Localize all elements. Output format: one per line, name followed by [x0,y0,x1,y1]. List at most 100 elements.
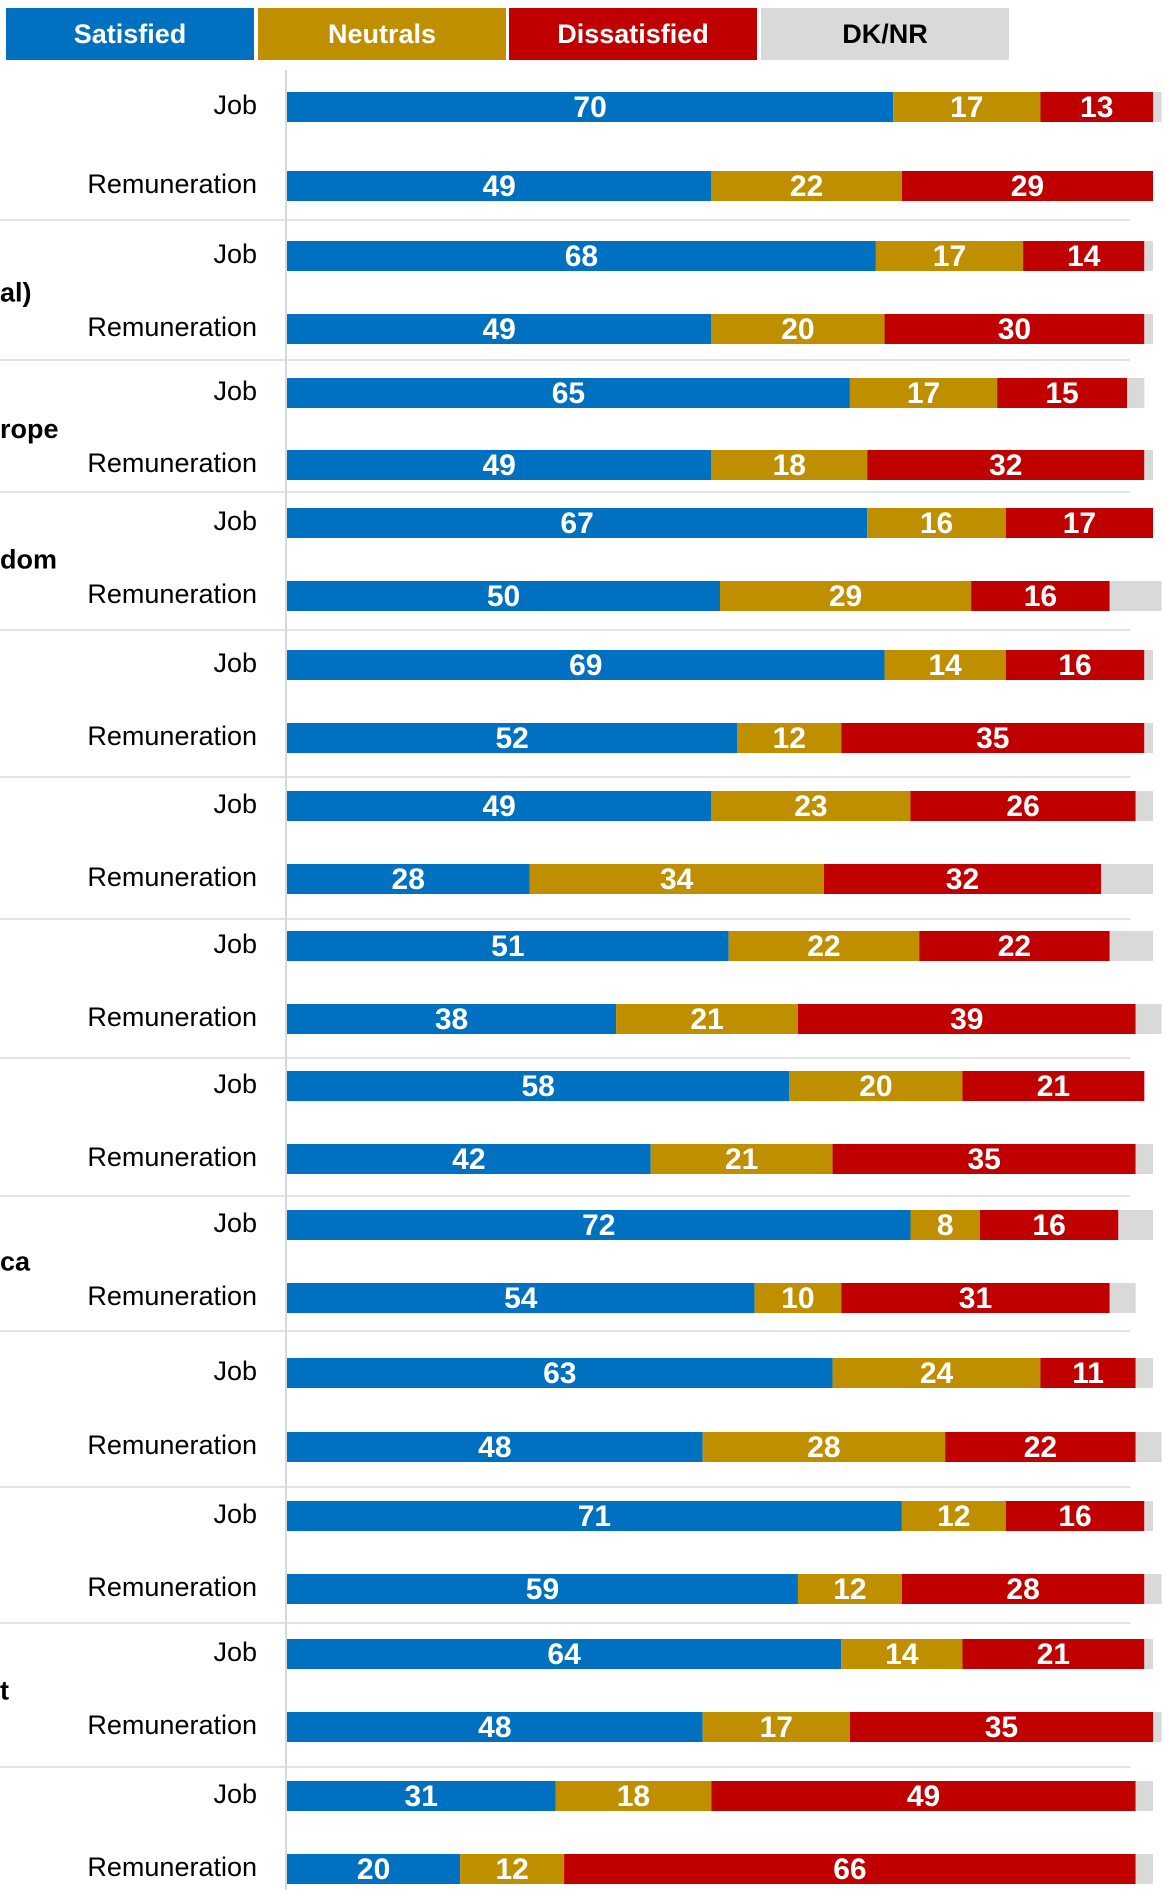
bar-value-label: 49 [482,170,515,203]
bar-segment-satisfied [287,581,720,611]
bar-segment-dissatisfied [962,1071,1145,1101]
bar-value-label: 59 [526,1573,559,1606]
bar-value-label: 31 [959,1282,992,1315]
bar-segment-dissatisfied [832,1144,1136,1174]
bar-segment-satisfied [287,1071,790,1101]
bar-segment-dissatisfied [1040,92,1153,122]
bar-segment-neutrals [529,864,824,894]
bar-value-label: 32 [946,863,979,896]
legend-item-dissatisfied: Dissatisfied [509,8,757,60]
bar-value-label: 49 [482,449,515,482]
bar-segment-satisfied [287,1283,755,1313]
row-label: Remuneration [87,721,257,751]
bar-value-label: 22 [1024,1431,1057,1464]
bar-value-label: 39 [950,1003,983,1036]
bar-segment-dissatisfied [564,1854,1136,1884]
bar-value-label: 49 [482,790,515,823]
bar-segment-neutrals [711,171,902,201]
bar-segment-neutrals [884,650,1006,680]
bar-segment-satisfied [287,1432,703,1462]
bar-value-label: 54 [504,1282,538,1315]
group-label: rope [0,414,59,444]
bar-segment-neutrals [875,241,1024,271]
bar-value-label: 70 [573,91,606,124]
bar-value-label: 69 [569,649,602,682]
group-label: t [0,1676,9,1706]
row-label: Remuneration [87,312,257,342]
bar-value-label: 65 [552,377,585,410]
bar-value-label: 63 [543,1357,576,1390]
row-label: Remuneration [87,1142,257,1172]
bar-segment-dissatisfied [1023,241,1145,271]
bar-value-label: 16 [1032,1209,1065,1242]
bar-segment-dissatisfied [884,314,1145,344]
bar-value-label: 16 [1058,1500,1091,1533]
bar-value-label: 35 [985,1711,1018,1744]
bar-segment-dk-nr [1144,450,1153,480]
bar-value-label: 12 [833,1573,866,1606]
bar-value-label: 26 [1006,790,1039,823]
bar-segment-neutrals [650,1144,833,1174]
bar-segment-satisfied [287,378,850,408]
bar-segment-dk-nr [1135,1432,1162,1462]
bar-segment-satisfied [287,931,729,961]
bar-segment-neutrals [728,931,920,961]
bar-segment-satisfied [287,650,885,680]
bar-value-label: 28 [807,1431,840,1464]
bar-segment-dissatisfied [1005,650,1145,680]
bar-segment-satisfied [287,1574,798,1604]
bar-segment-neutrals [711,791,911,821]
bar-value-label: 17 [907,377,940,410]
bar-segment-dissatisfied [910,791,1136,821]
bar-value-label: 15 [1045,377,1078,410]
bar-value-label: 14 [1067,240,1101,273]
bar-segment-neutrals [841,1639,963,1669]
bar-value-label: 12 [773,722,806,755]
bar-value-label: 22 [790,170,823,203]
bar-value-label: 64 [547,1638,581,1671]
bar-segment-dk-nr [1135,1358,1153,1388]
bar-value-label: 28 [392,863,425,896]
bar-segment-dissatisfied [841,723,1145,753]
bar-segment-dissatisfied [901,1574,1145,1604]
bar-segment-dk-nr [1135,791,1153,821]
bar-segment-satisfied [287,92,894,122]
bar-segment-neutrals [616,1004,798,1034]
row-label: Job [213,376,257,406]
bar-value-label: 34 [660,863,694,896]
row-label: Remuneration [87,862,257,892]
bar-segment-dk-nr [1135,1004,1162,1034]
bar-segment-satisfied [287,450,712,480]
bar-value-label: 12 [495,1853,528,1886]
bar-value-label: 17 [950,91,983,124]
bar-segment-dissatisfied [849,1712,1153,1742]
bar-value-label: 67 [560,507,593,540]
bar-value-label: 48 [478,1711,511,1744]
row-label: Job [213,1779,257,1809]
bar-segment-dk-nr [1109,581,1162,611]
row-label: Job [213,90,257,120]
row-label: Job [213,929,257,959]
bar-segment-neutrals [711,314,885,344]
bar-segment-neutrals [720,581,972,611]
bar-segment-dk-nr [1144,1574,1162,1604]
bar-segment-dissatisfied [823,864,1102,894]
bar-segment-satisfied [287,791,712,821]
bar-segment-dissatisfied [919,931,1110,961]
bar-value-label: 21 [725,1143,758,1176]
bar-segment-dissatisfied [867,450,1145,480]
bar-segment-neutrals [737,723,842,753]
group-label: dom [0,545,57,575]
bar-segment-satisfied [287,314,712,344]
bar-value-label: 49 [482,313,515,346]
bar-value-label: 8 [937,1209,954,1242]
row-label: Job [213,1637,257,1667]
bar-segment-dissatisfied [797,1004,1136,1034]
bar-segment-dissatisfied [841,1283,1110,1313]
row-label: Remuneration [87,448,257,478]
row-label: Job [213,1069,257,1099]
chart-legend: Satisfied Neutrals Dissatisfied DK/NR [0,0,1165,60]
row-label: Remuneration [87,1281,257,1311]
bar-value-label: 17 [933,240,966,273]
bar-value-label: 11 [1072,1357,1104,1390]
